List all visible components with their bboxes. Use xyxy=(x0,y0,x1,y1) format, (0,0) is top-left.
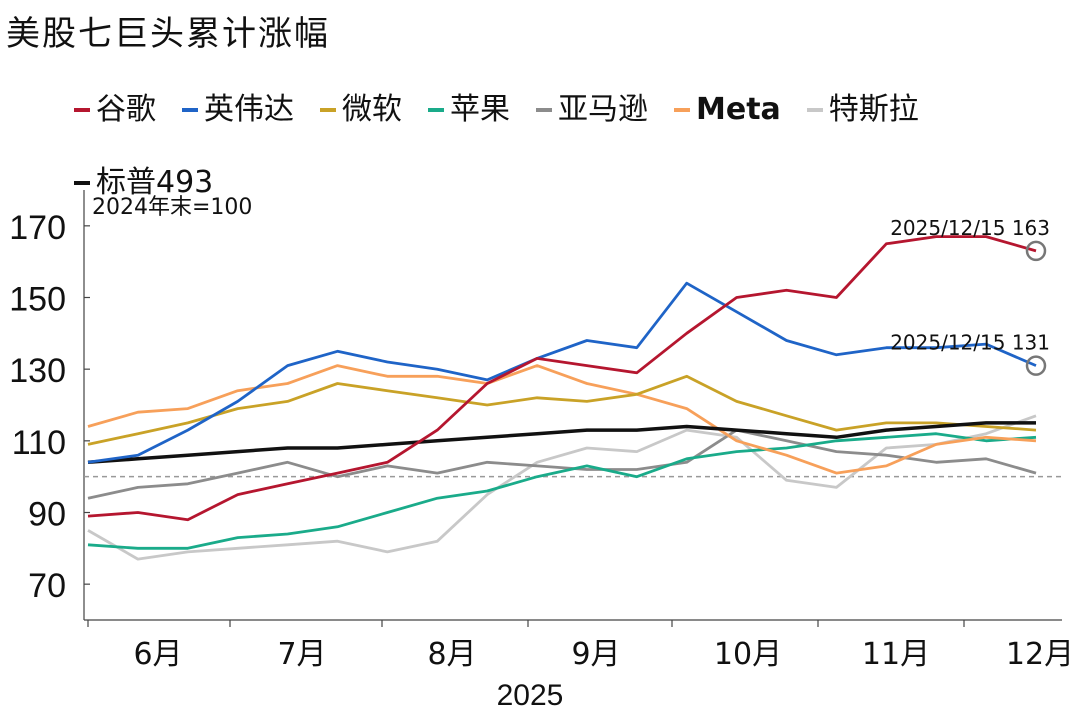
legend-label: 特斯拉 xyxy=(828,92,919,127)
x-tick-label: 10月 xyxy=(714,637,782,672)
x-tick-label: 9月 xyxy=(571,637,620,672)
chart-legend: 谷歌 英伟达 微软 苹果 亚马逊 Meta 特斯拉标普493 xyxy=(74,70,1064,216)
legend-swatch xyxy=(806,108,823,112)
chart-title: 美股七巨头累计涨幅 xyxy=(6,14,330,54)
legend-item: Meta xyxy=(674,77,781,143)
y-tick-label: 110 xyxy=(12,424,66,462)
legend-label: Meta xyxy=(696,92,781,127)
y-tick-label: 170 xyxy=(9,209,66,247)
annotation-marker xyxy=(1025,240,1047,262)
series-line-英伟达 xyxy=(87,281,1037,464)
series-line-标普493 xyxy=(87,421,1036,465)
legend-swatch xyxy=(74,181,90,185)
x-tick-label: 8月 xyxy=(427,637,476,672)
series-line-苹果 xyxy=(87,432,1037,550)
legend-label: 谷歌 xyxy=(96,92,156,127)
base-note: 2024年末=100 xyxy=(92,195,252,220)
series-line-Meta xyxy=(87,364,1037,475)
legend-swatch xyxy=(428,108,444,112)
legend-item: 英伟达 xyxy=(182,77,294,143)
y-tick-label: 70 xyxy=(28,567,66,605)
legend-item: 亚马逊 xyxy=(536,77,648,143)
legend-label: 标普493 xyxy=(96,165,214,200)
legend-item: 苹果 xyxy=(428,77,510,143)
legend-label: 苹果 xyxy=(450,92,510,127)
annotation-marker xyxy=(1025,355,1047,376)
x-axis-label: 2025 xyxy=(497,679,564,711)
legend-swatch xyxy=(674,108,690,112)
series-line-亚马逊 xyxy=(87,428,1037,500)
legend-item: 微软 xyxy=(320,77,402,143)
series-line-微软 xyxy=(87,374,1037,446)
legend-item: 标普493 xyxy=(74,150,213,216)
x-tick-label: 7月 xyxy=(277,637,326,672)
x-tick-label: 6月 xyxy=(133,637,182,672)
legend-swatch xyxy=(320,108,336,112)
series-line-谷歌 xyxy=(87,235,1037,522)
legend-label: 亚马逊 xyxy=(558,92,648,127)
x-tick-label: 12月 xyxy=(1006,637,1074,672)
legend-label: 微软 xyxy=(342,92,402,127)
annotation-label: 2025/12/15 163 xyxy=(890,216,1050,240)
legend-item: 谷歌 xyxy=(74,77,156,143)
legend-swatch xyxy=(182,108,198,112)
legend-item: 特斯拉 xyxy=(806,77,919,143)
annotation-label: 2025/12/15 131 xyxy=(890,331,1050,355)
legend-swatch xyxy=(536,108,552,112)
legend-label: 英伟达 xyxy=(204,92,294,127)
y-tick-label: 150 xyxy=(9,281,66,319)
x-tick-label: 11月 xyxy=(862,637,930,672)
y-tick-label: 130 xyxy=(9,352,66,390)
legend-swatch xyxy=(74,108,90,112)
y-tick-label: 90 xyxy=(28,496,66,534)
